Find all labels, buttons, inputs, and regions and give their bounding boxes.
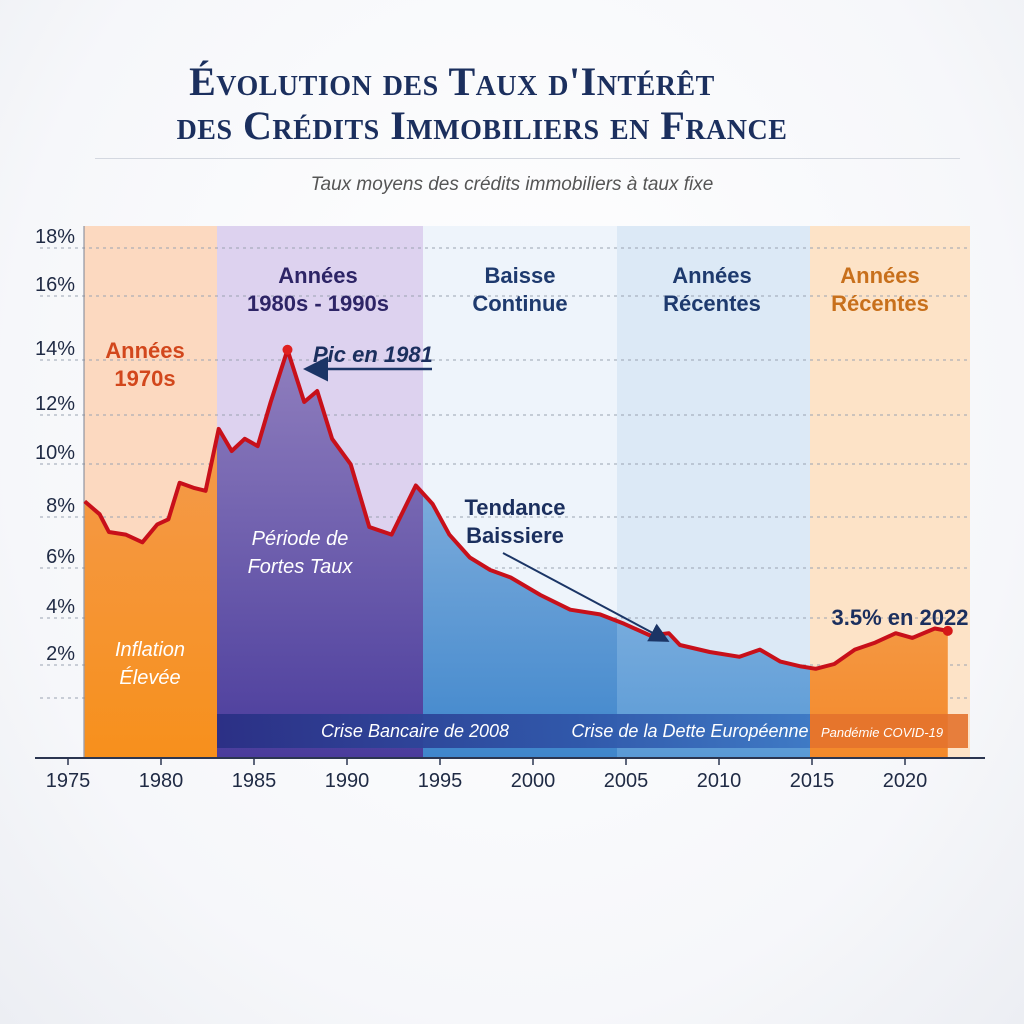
inner-label-line1: Inflation	[115, 639, 185, 661]
period-label-line2: 1970s	[114, 366, 175, 391]
title-divider	[95, 158, 960, 159]
x-tick-label: 2015	[790, 770, 835, 792]
x-tick-label: 1975	[46, 770, 91, 792]
chart-subtitle: Taux moyens des crédits immobiliers à ta…	[310, 174, 714, 195]
trend-annotation-line1: Tendance	[464, 495, 565, 520]
y-tick-label: 2%	[46, 643, 75, 665]
y-tick-label: 12%	[35, 393, 75, 415]
period-label-line2: Continue	[472, 291, 567, 316]
y-tick-label: 4%	[46, 596, 75, 618]
trend-arrow	[502, 552, 670, 642]
x-tick-label: 1980	[139, 770, 184, 792]
event-label: Crise de la Dette Européenne	[571, 721, 808, 741]
x-tick-label: 2020	[883, 770, 928, 792]
period-label-line1: Années	[672, 263, 751, 288]
peak-annotation: Pic en 1981	[313, 342, 433, 367]
period-label-line1: Années	[278, 263, 357, 288]
y-tick-label: 6%	[46, 546, 75, 568]
period-label-line1: Années	[105, 338, 184, 363]
y-tick-label: 8%	[46, 495, 75, 517]
y-tick-label: 16%	[35, 274, 75, 296]
series-line	[83, 347, 949, 671]
trend-annotation-line2: Baissiere	[466, 523, 564, 548]
period-label-line2: Récentes	[831, 291, 929, 316]
end-annotation: 3.5% en 2022	[832, 605, 969, 630]
x-tick-label: 1990	[325, 770, 370, 792]
end-marker	[942, 625, 953, 636]
event-label: Crise Bancaire de 2008	[321, 721, 509, 741]
x-tick-label: 1985	[232, 770, 277, 792]
y-tick-label: 18%	[35, 226, 75, 248]
period-label-line1: Années	[840, 263, 919, 288]
event-bar-crises	[217, 714, 810, 748]
x-tick-label: 1995	[418, 770, 463, 792]
event-label: Pandémie COVID-19	[821, 725, 943, 740]
period-label-line2: Récentes	[663, 291, 761, 316]
y-tick-label: 10%	[35, 442, 75, 464]
period-label-line1: Baisse	[485, 263, 556, 288]
inner-label-line1: Période de	[252, 528, 349, 550]
y-tick-label: 14%	[35, 338, 75, 360]
chart-title-line1: Évolution des Taux d'Intérêt	[189, 59, 715, 104]
inner-label-line2: Élevée	[119, 666, 180, 689]
x-tick-label: 2000	[511, 770, 556, 792]
peak-marker	[282, 344, 293, 355]
x-tick-label: 2010	[697, 770, 742, 792]
x-tick-label: 2005	[604, 770, 649, 792]
chart-title-line2: des Crédits Immobiliers en France	[176, 103, 788, 148]
event-bar-covid	[810, 714, 968, 748]
inner-label-line2: Fortes Taux	[248, 556, 354, 578]
period-label-line2: 1980s - 1990s	[247, 291, 389, 316]
